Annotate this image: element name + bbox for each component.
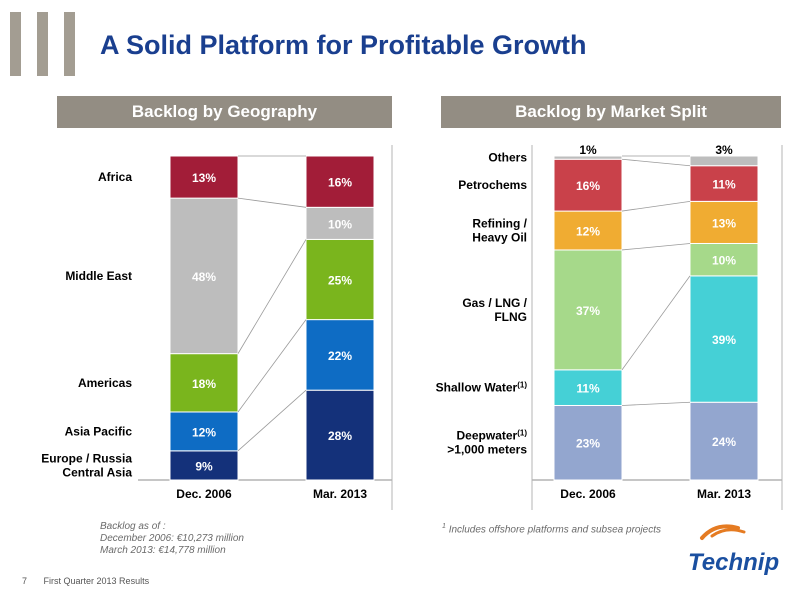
- geography-value-label: 18%: [192, 377, 216, 391]
- market-bar-others-2: [689, 155, 759, 167]
- geography-value-label: 9%: [195, 459, 213, 473]
- page-title: A Solid Platform for Profitable Growth: [100, 30, 587, 60]
- market-value-label: 10%: [712, 254, 736, 268]
- market-bar-petrochems-2: [689, 165, 759, 202]
- market-value-label: 12%: [576, 225, 600, 239]
- market-connector-line: [621, 243, 691, 251]
- geography-connector-line: [237, 239, 307, 354]
- market-value-label: 16%: [576, 179, 600, 193]
- geography-value-label: 16%: [328, 176, 352, 190]
- market-value-label: 3%: [715, 143, 733, 157]
- technip-logo: Technip: [688, 524, 779, 576]
- market-category-label: Dec. 2006: [560, 487, 616, 501]
- footnote-marker: 1: [442, 523, 446, 530]
- footnote: 1 Includes offshore platforms and subsea…: [442, 521, 661, 536]
- footnote-text: Includes offshore platforms and subsea p…: [448, 524, 662, 536]
- market-bar-shallow-water-1-2: [689, 275, 759, 403]
- geography-bar-europe-russia-central-asia-2: [305, 389, 375, 481]
- deco-bar-2: [37, 12, 48, 76]
- market-series-label-gas-lng-flng: FLNG: [494, 310, 527, 324]
- geography-bar-europe-russia-central-asia-1: [169, 450, 239, 481]
- geography-value-label: 22%: [328, 349, 352, 363]
- market-connector-line: [621, 158, 691, 167]
- geography-bar-americas-2: [305, 238, 375, 321]
- geography-value-label: 12%: [192, 425, 216, 439]
- market-value-label: 13%: [712, 216, 736, 230]
- geography-bar-americas-1: [169, 353, 239, 413]
- geography-value-label: 28%: [328, 429, 352, 443]
- geography-connector-line: [237, 319, 307, 413]
- market-bar-deepwater-1-1-000-meters-1: [553, 404, 623, 481]
- geography-connector-line: [237, 389, 307, 452]
- geography-series-label-africa: Africa: [98, 170, 132, 184]
- geography-series-label-americas: Americas: [78, 376, 132, 390]
- geography-value-label: 25%: [328, 274, 352, 288]
- geography-value-label: 13%: [192, 171, 216, 185]
- market-connector-line: [621, 200, 691, 212]
- geography-category-label: Mar. 2013: [313, 487, 367, 501]
- geography-value-label: 48%: [192, 270, 216, 284]
- market-chart-title: Backlog by Market Split: [441, 96, 781, 128]
- deco-bar-1: [10, 12, 21, 76]
- geography-connector-line: [237, 197, 307, 208]
- market-bar-refining-heavy-oil-1: [553, 210, 623, 251]
- market-value-label: 11%: [576, 382, 600, 396]
- market-value-label: 23%: [576, 437, 600, 451]
- market-bar-gas-lng-flng-2: [689, 242, 759, 277]
- footer: 7 First Quarter 2013 Results: [22, 576, 163, 586]
- backlog-note: Backlog as of : December 2006: €10,273 m…: [100, 521, 244, 557]
- market-connector-line: [621, 275, 691, 371]
- market-bar-others-1: [553, 155, 623, 160]
- backlog-note-line-3: March 2013: €14,778 million: [100, 545, 226, 556]
- geography-bar-asia-pacific-2: [305, 319, 375, 391]
- backlog-note-line-2: December 2006: €10,273 million: [100, 533, 244, 544]
- market-connector-line: [621, 401, 691, 406]
- market-series-label-refining-heavy-oil: Refining /: [472, 217, 527, 231]
- geography-category-label: Dec. 2006: [176, 487, 232, 501]
- geography-bar-africa-1: [169, 155, 239, 199]
- market-category-label: Mar. 2013: [697, 487, 751, 501]
- geography-value-label: 10%: [328, 217, 352, 231]
- geography-series-label-asia-pacific: Asia Pacific: [65, 424, 133, 438]
- market-series-label-deepwater-1-1-000-meters: Deepwater(1): [457, 429, 528, 443]
- geography-bar-middle-east-2: [305, 206, 375, 240]
- market-series-label-shallow-water-1: Shallow Water(1): [436, 381, 528, 395]
- market-series-label-gas-lng-flng: Gas / LNG /: [462, 296, 527, 310]
- market-value-label: 39%: [712, 333, 736, 347]
- market-series-label-others: Others: [488, 151, 527, 165]
- geography-chart-title: Backlog by Geography: [57, 96, 392, 128]
- market-bar-gas-lng-flng-1: [553, 249, 623, 371]
- geography-bar-africa-2: [305, 155, 375, 208]
- geography-series-label-europe-russia-central-asia: Europe / Russia: [41, 451, 132, 465]
- geography-bar-asia-pacific-1: [169, 411, 239, 452]
- market-value-label: 1%: [579, 143, 597, 157]
- backlog-note-line-1: Backlog as of :: [100, 521, 166, 532]
- market-value-label: 24%: [712, 435, 736, 449]
- market-series-label-deepwater-1-1-000-meters: >1,000 meters: [447, 443, 527, 457]
- market-bar-petrochems-1: [553, 158, 623, 212]
- market-series-label-refining-heavy-oil: Heavy Oil: [472, 231, 527, 245]
- geography-bar-middle-east-1: [169, 197, 239, 355]
- geography-series-label-middle-east: Middle East: [65, 269, 132, 283]
- footer-label: First Quarter 2013 Results: [43, 576, 150, 586]
- market-value-label: 11%: [712, 178, 736, 192]
- market-value-label: 37%: [576, 304, 600, 318]
- market-bar-shallow-water-1-1: [553, 369, 623, 406]
- logo-text: Technip: [688, 549, 779, 576]
- page-number: 7: [22, 576, 28, 586]
- market-series-label-petrochems: Petrochems: [458, 178, 527, 192]
- market-bar-deepwater-1-1-000-meters-2: [689, 401, 759, 481]
- geography-series-label-europe-russia-central-asia: Central Asia: [62, 465, 132, 479]
- deco-bar-3: [64, 12, 75, 76]
